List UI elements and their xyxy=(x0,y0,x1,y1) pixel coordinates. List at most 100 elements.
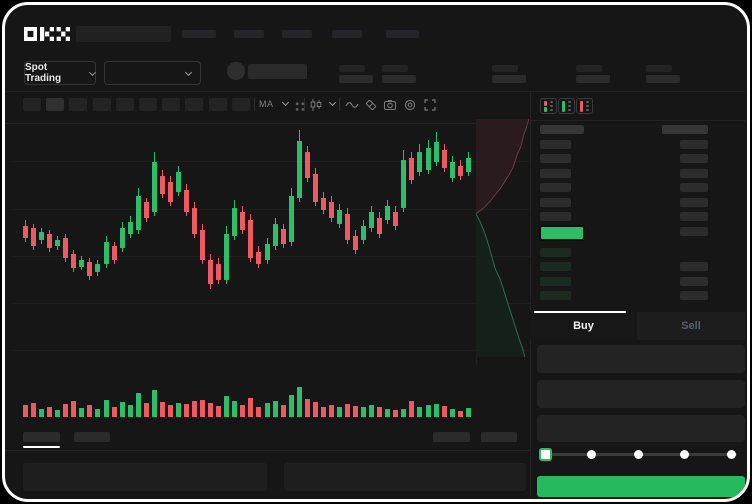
volume-bar xyxy=(127,405,133,417)
candle-body xyxy=(345,214,350,240)
candle-body xyxy=(87,262,93,276)
nav-item-placeholder[interactable] xyxy=(332,30,362,38)
orders-filter[interactable] xyxy=(481,432,517,442)
ask-price-box[interactable] xyxy=(540,183,571,192)
candle-body xyxy=(409,158,415,180)
volume-bar xyxy=(457,411,463,417)
candle-body xyxy=(248,220,254,258)
orderbook-bids-icon[interactable] xyxy=(558,98,575,114)
tab-buy-label: Buy xyxy=(573,320,594,332)
volume-bar xyxy=(208,403,214,417)
timeframe-button[interactable] xyxy=(208,98,227,111)
buy-submit-button[interactable] xyxy=(537,476,745,497)
line-type-icon[interactable] xyxy=(345,98,359,112)
candlestick-icon[interactable] xyxy=(309,98,323,112)
timeframe-button[interactable] xyxy=(162,98,181,111)
last-price-badge[interactable] xyxy=(539,225,585,241)
stat-value-placeholder xyxy=(492,75,526,83)
orders-filter[interactable] xyxy=(433,432,470,442)
handle-dots-icon[interactable] xyxy=(293,101,307,115)
chevron-down-icon[interactable] xyxy=(281,98,290,107)
bid-price-box[interactable] xyxy=(540,248,571,257)
nav-item-placeholder[interactable] xyxy=(386,30,419,38)
volume-bar xyxy=(417,407,423,417)
tab-sell-label: Sell xyxy=(681,320,701,332)
bid-amount-box xyxy=(680,262,708,271)
timeframe-button[interactable] xyxy=(185,98,204,111)
toolbar-divider xyxy=(304,98,305,111)
volume-bar xyxy=(224,396,230,417)
toolbar-divider xyxy=(339,98,340,111)
chart-gridline xyxy=(13,161,530,162)
ask-price-box[interactable] xyxy=(540,198,571,207)
tab-sell[interactable]: Sell xyxy=(637,312,745,340)
okx-logo[interactable] xyxy=(24,27,70,41)
slider-stop[interactable] xyxy=(680,450,689,459)
pair-selector-dropdown[interactable] xyxy=(104,61,201,85)
candle-body xyxy=(151,162,157,212)
slider-stop[interactable] xyxy=(587,450,596,459)
header-search-placeholder[interactable] xyxy=(76,26,171,42)
ask-amount-box xyxy=(680,169,708,178)
candle-body xyxy=(192,208,198,234)
bid-amount-box xyxy=(680,277,708,286)
timeframe-button[interactable] xyxy=(23,98,41,111)
amount-input[interactable] xyxy=(537,380,745,408)
candle-body xyxy=(143,202,149,218)
stat-label-placeholder xyxy=(339,65,365,72)
bid-price-box[interactable] xyxy=(540,262,571,271)
timeframe-button[interactable] xyxy=(115,98,134,111)
slider-stop[interactable] xyxy=(633,450,643,459)
candle-body xyxy=(103,242,109,264)
stat-label-placeholder xyxy=(492,65,518,72)
slider-stop[interactable] xyxy=(538,448,552,461)
timeframe-button[interactable] xyxy=(46,98,65,111)
chevron-down-icon[interactable] xyxy=(328,98,337,107)
tab-buy[interactable]: Buy xyxy=(530,312,637,340)
volume-bar xyxy=(159,402,165,417)
candle-body xyxy=(167,182,173,202)
orderbook-both-icon[interactable] xyxy=(540,98,557,114)
orders-tab[interactable] xyxy=(74,432,110,442)
candle-body xyxy=(385,206,391,220)
bid-price-box[interactable] xyxy=(540,291,571,300)
orderbook-asks-icon[interactable] xyxy=(576,98,593,114)
price-input[interactable] xyxy=(537,345,745,373)
toolbar-divider xyxy=(254,98,255,111)
candle-body xyxy=(79,260,85,267)
ask-price-box[interactable] xyxy=(540,169,571,178)
candle-body xyxy=(336,210,342,224)
settings-gear-icon[interactable] xyxy=(403,98,417,112)
nav-item-placeholder[interactable] xyxy=(234,30,264,38)
market-type-selector[interactable]: Spot Trading xyxy=(24,61,97,85)
candle-body xyxy=(184,190,189,212)
ma-indicator-button[interactable]: MA xyxy=(259,99,274,109)
slider-stop[interactable] xyxy=(726,450,736,459)
total-input[interactable] xyxy=(537,415,745,442)
ask-amount-box xyxy=(680,140,708,149)
candle-body xyxy=(232,208,238,236)
volume-bar xyxy=(393,410,399,417)
nav-item-placeholder[interactable] xyxy=(282,30,312,38)
volume-bar xyxy=(345,404,350,417)
candle-body xyxy=(175,172,181,192)
timeframe-button[interactable] xyxy=(231,98,250,111)
fullscreen-icon[interactable] xyxy=(423,98,437,112)
nav-item-placeholder[interactable] xyxy=(182,30,216,38)
chart-gridline xyxy=(13,350,530,351)
candle-body xyxy=(224,234,230,280)
timeframe-button[interactable] xyxy=(69,98,88,111)
eraser-icon[interactable] xyxy=(364,98,378,112)
volume-bar xyxy=(95,409,101,417)
timeframe-button[interactable] xyxy=(139,98,157,111)
ask-price-box[interactable] xyxy=(540,212,571,221)
camera-icon[interactable] xyxy=(383,98,397,112)
ask-price-box[interactable] xyxy=(540,154,571,163)
volume-bar xyxy=(361,407,367,417)
bid-price-box[interactable] xyxy=(540,277,571,286)
ask-price-box[interactable] xyxy=(540,140,571,149)
volume-bar xyxy=(232,401,238,417)
orders-tab-active[interactable] xyxy=(23,432,60,442)
volume-bar xyxy=(184,404,189,417)
timeframe-button[interactable] xyxy=(92,98,111,111)
